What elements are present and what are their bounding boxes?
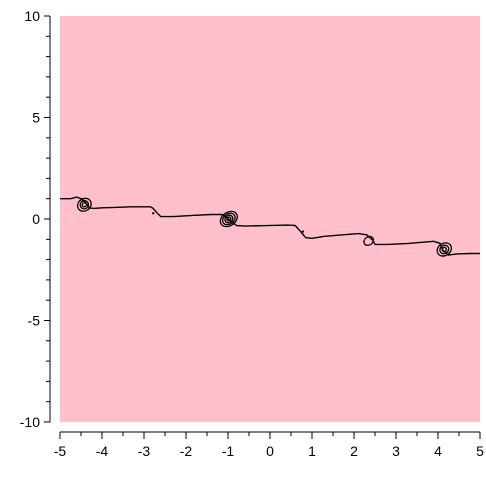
contour-dot-1: [301, 230, 304, 233]
closed-contour-1: [79, 200, 90, 210]
plot-background: [60, 16, 480, 422]
y-tick-label: -10: [20, 414, 40, 430]
x-tick-label: 5: [476, 443, 484, 459]
contour-line: [60, 196, 480, 256]
y-tick-label: 5: [32, 110, 40, 126]
closed-contour-9: [439, 244, 450, 255]
y-tick-label: -5: [28, 313, 41, 329]
x-tick-label: -1: [222, 443, 235, 459]
x-tick-label: -2: [180, 443, 193, 459]
closed-contour-10: [441, 246, 448, 253]
contour-layer: [60, 196, 480, 257]
x-tick-label: 0: [266, 443, 274, 459]
closed-contour-7: [363, 235, 375, 246]
x-tick-label: 2: [350, 443, 358, 459]
x-tick-label: 3: [392, 443, 400, 459]
closed-contour-4: [221, 212, 236, 226]
closed-contour-6: [226, 216, 232, 222]
y-tick-label: 0: [32, 211, 40, 227]
closed-contour-2: [81, 202, 88, 208]
contour-dot-0: [152, 212, 155, 215]
x-tick-label: -3: [138, 443, 151, 459]
x-tick-label: 1: [308, 443, 316, 459]
closed-contour-8: [436, 242, 453, 257]
closed-contour-0: [76, 197, 92, 212]
x-tick-label: -5: [54, 443, 67, 459]
closed-contour-3: [219, 210, 238, 228]
closed-contour-5: [224, 214, 234, 224]
x-tick-label: 4: [434, 443, 442, 459]
x-tick-label: -4: [96, 443, 109, 459]
y-tick-label: 10: [24, 8, 40, 24]
